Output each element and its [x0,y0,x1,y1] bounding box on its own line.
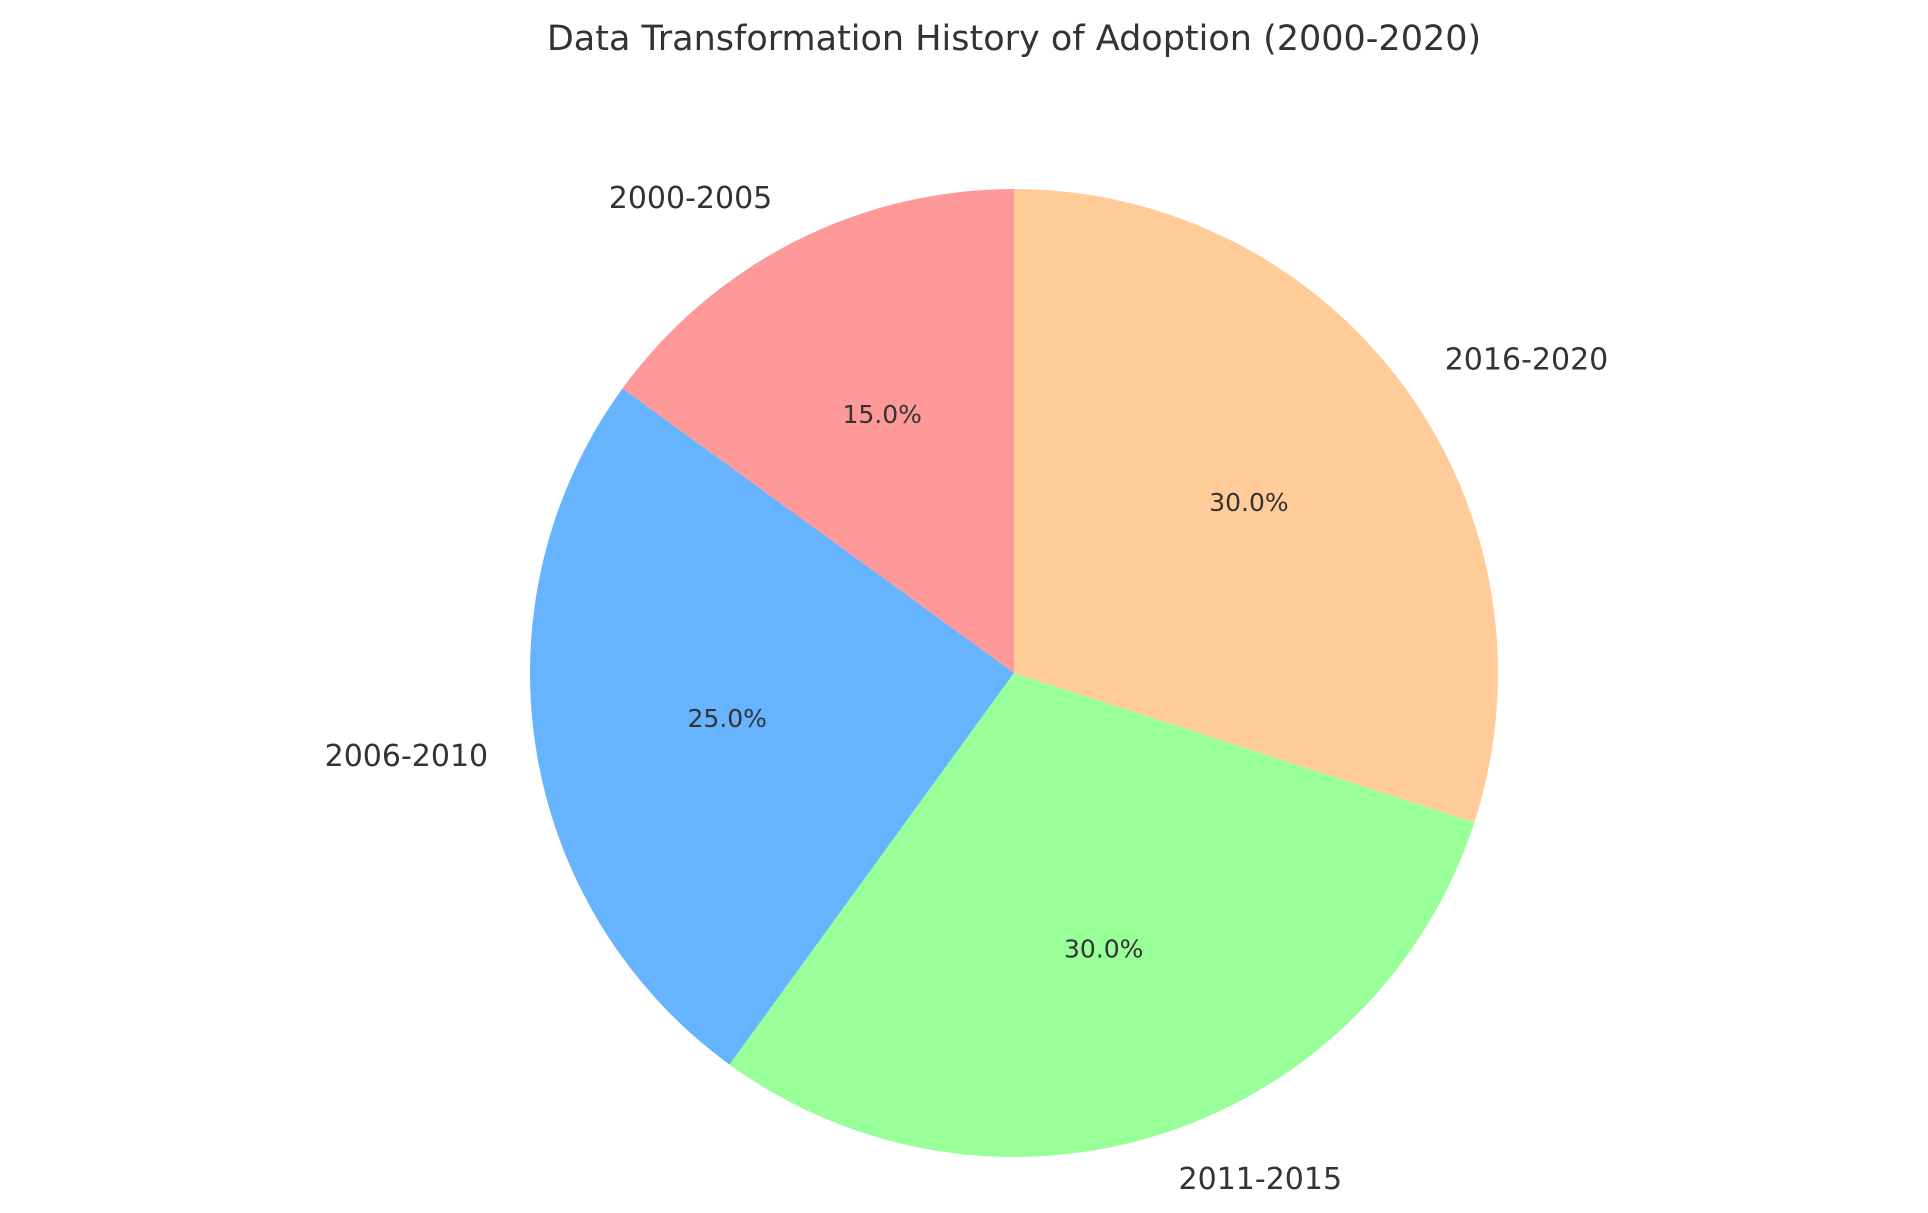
pie-labels: 2000-2005 15.0% 2006-2010 25.0% 2011-2015 30.… [325,181,1609,1197]
pie-slices [530,189,1499,1157]
chart-title: Data Transformation History of Adoption … [547,19,1481,59]
slice-label: 2011-2015 [1179,1162,1343,1197]
slice-percentage-label: 30.0% [1209,488,1288,517]
slice-percentage-label: 30.0% [1064,935,1143,964]
slice-label: 2000-2005 [609,181,773,216]
slice-label: 2016-2020 [1445,343,1609,378]
pie-slice-2000-2005 [622,189,1014,673]
pie-slice-2006-2010 [530,388,1014,1065]
pie-slice-2011-2015 [729,673,1475,1157]
pie-slice-2016-2020 [1014,189,1499,823]
slice-percentage-label: 15.0% [842,400,921,429]
slice-label: 2006-2010 [325,739,489,774]
slice-percentage-label: 25.0% [687,704,766,733]
